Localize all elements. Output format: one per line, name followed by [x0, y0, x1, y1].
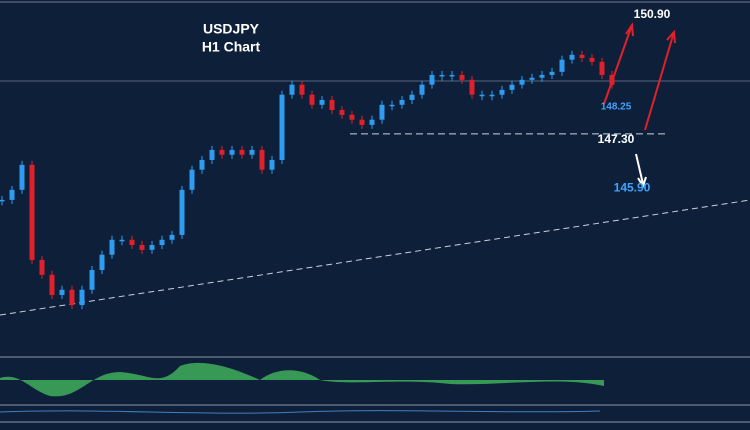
- candle-body: [239, 149, 245, 155]
- candle-body: [119, 239, 125, 242]
- candle-body: [249, 149, 255, 155]
- candle-body: [499, 89, 505, 95]
- price-annotation: 150.90: [634, 7, 671, 21]
- candle-body: [159, 239, 165, 245]
- candle-body: [199, 159, 205, 170]
- candle-body: [289, 84, 295, 95]
- candle-body: [269, 159, 275, 170]
- candle-body: [349, 114, 355, 120]
- candle-body: [49, 274, 55, 295]
- candle-body: [399, 99, 405, 105]
- candle-body: [139, 244, 145, 250]
- candle-body: [79, 289, 85, 306]
- candle-body: [389, 104, 395, 107]
- candle-body: [489, 94, 495, 97]
- candle-body: [379, 104, 385, 120]
- candle-body: [469, 79, 475, 95]
- candle-body: [229, 149, 235, 155]
- candle-body: [599, 61, 605, 75]
- candle-body: [509, 84, 515, 90]
- candle-body: [129, 239, 135, 245]
- candle-body: [459, 74, 465, 80]
- candle-body: [279, 94, 285, 160]
- candle-body: [189, 169, 195, 190]
- candle-body: [339, 110, 345, 115]
- candle-body: [419, 84, 425, 95]
- candle-body: [429, 74, 435, 85]
- candle-body: [609, 74, 615, 85]
- candle-body: [29, 164, 35, 260]
- candle-body: [539, 74, 545, 78]
- price-annotation: 147.30: [598, 132, 635, 146]
- candle-body: [479, 94, 485, 97]
- red-arrows: [603, 22, 676, 131]
- candle-body: [449, 74, 455, 77]
- candle-body: [9, 189, 15, 200]
- candle-body: [149, 244, 155, 250]
- candle-body: [19, 164, 25, 190]
- candle-body: [169, 234, 175, 240]
- candle-body: [319, 99, 325, 105]
- lower-indicator: [0, 410, 601, 414]
- candle-body: [559, 59, 565, 72]
- candle-body: [439, 74, 445, 77]
- candle-body: [179, 189, 185, 235]
- candle-body: [309, 94, 315, 105]
- candle-body: [209, 149, 215, 160]
- white-arrow: [635, 153, 647, 189]
- candle-body: [69, 289, 75, 306]
- candle-body: [99, 254, 105, 270]
- candle-body: [579, 54, 585, 58]
- candle-body: [589, 57, 595, 62]
- candle-body: [219, 149, 225, 155]
- candle-body: [0, 199, 5, 202]
- chart-subtitle: H1 Chart: [202, 39, 261, 55]
- price-annotation: 145.90: [614, 181, 651, 195]
- candle-body: [299, 84, 305, 95]
- candle-body: [369, 119, 375, 125]
- candle-body: [109, 239, 115, 255]
- candle-body: [259, 149, 265, 170]
- candle-body: [59, 289, 65, 295]
- candle-body: [359, 119, 365, 125]
- candle-body: [529, 77, 535, 80]
- chart-title: USDJPY: [203, 21, 260, 37]
- price-annotation: 148.25: [601, 102, 632, 113]
- candle-body: [519, 79, 525, 85]
- candle-body: [329, 99, 335, 111]
- candle-body: [89, 269, 95, 290]
- candle-body: [39, 259, 45, 275]
- oscillator-area: [0, 362, 604, 397]
- trend-line: [0, 199, 750, 316]
- candle-body: [569, 54, 575, 60]
- candle-body: [549, 71, 555, 75]
- candle-body: [409, 94, 415, 100]
